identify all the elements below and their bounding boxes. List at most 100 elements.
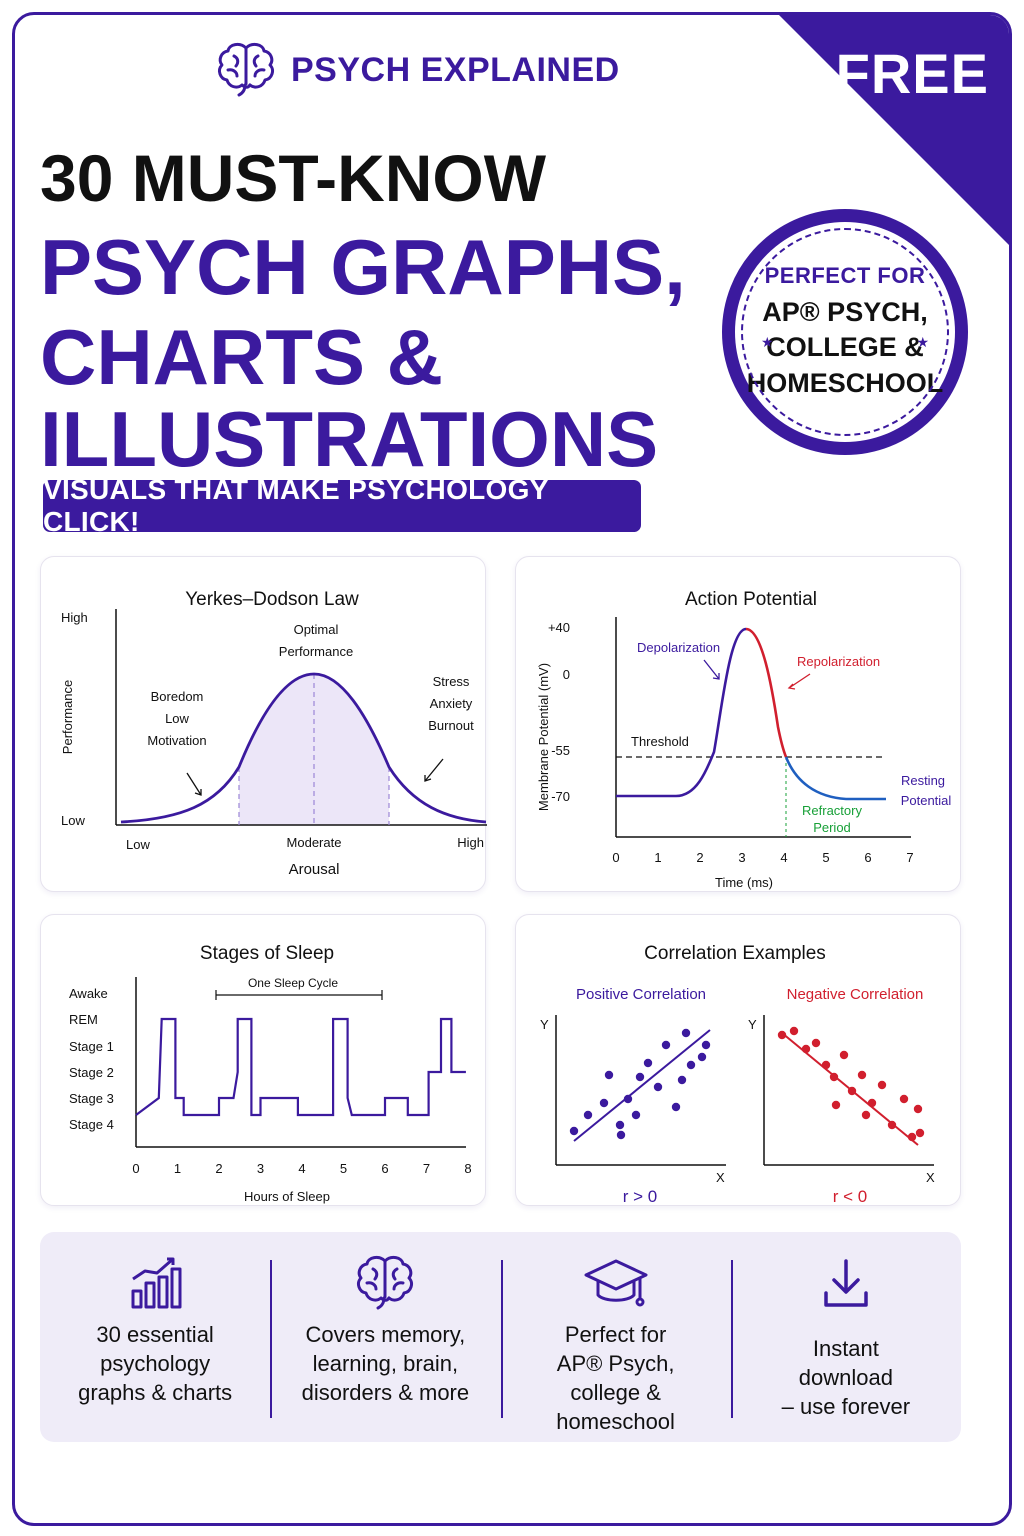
negative-point xyxy=(877,1080,887,1090)
negative-point xyxy=(861,1110,871,1120)
feature-text-line: learning, brain, xyxy=(312,1351,459,1377)
hypnogram-line xyxy=(135,1017,466,1117)
x-ticks: 0 1 2 3 4 5 6 7 xyxy=(612,850,913,865)
chart-title: Yerkes–Dodson Law xyxy=(185,589,359,610)
brain-icon xyxy=(357,1255,414,1310)
free-ribbon-label: FREE xyxy=(835,42,989,105)
positive-point xyxy=(569,1126,579,1136)
axis-y-label: Y xyxy=(748,1017,757,1032)
positive-point xyxy=(701,1040,711,1050)
x-tick: 2 xyxy=(215,1161,222,1176)
x-tick: 8 xyxy=(464,1161,471,1176)
x-tick: 2 xyxy=(696,850,703,865)
x-tick: 7 xyxy=(423,1161,430,1176)
stage-label: REM xyxy=(69,1012,98,1027)
x-axis-label: Time (ms) xyxy=(715,875,773,890)
y-high-label: High xyxy=(61,610,88,625)
x-tick: 1 xyxy=(174,1161,181,1176)
x-tick: 7 xyxy=(906,850,913,865)
right-label-3: Burnout xyxy=(428,718,474,733)
peak-label-2: Performance xyxy=(279,644,353,659)
left-label-2: Low xyxy=(165,711,189,726)
x-axis-label: Arousal xyxy=(289,861,340,878)
feature-text-line: download xyxy=(798,1365,893,1391)
negative-point xyxy=(899,1094,909,1104)
feature-text-line: 30 essential xyxy=(96,1322,214,1347)
positive-point xyxy=(604,1070,614,1080)
positive-point xyxy=(677,1075,687,1085)
x-tick: 5 xyxy=(340,1161,347,1176)
feature-text-line: – use forever xyxy=(781,1394,911,1420)
refractory-label-2: Period xyxy=(813,820,851,835)
feature-text-line: graphs & charts xyxy=(78,1380,233,1406)
left-label-3: Motivation xyxy=(147,733,206,748)
right-label-2: Anxiety xyxy=(430,696,473,711)
feature-text-line: homeschool xyxy=(556,1409,675,1435)
x-tick: 6 xyxy=(381,1161,388,1176)
cycle-bracket xyxy=(215,990,383,1000)
stage-label: Stage 1 xyxy=(69,1039,114,1054)
negative-point xyxy=(857,1070,867,1080)
title-line-3: CHARTS & xyxy=(40,313,443,401)
y-axis-label: Membrane Potential (mV) xyxy=(536,663,551,811)
title-line-4: ILLUSTRATIONS xyxy=(40,395,659,483)
feature-text-line: Covers memory, xyxy=(305,1322,466,1347)
positive-point xyxy=(653,1082,663,1092)
y-tick: -55 xyxy=(551,743,570,758)
negative-point xyxy=(777,1030,787,1040)
positive-formula: r > 0 xyxy=(623,1187,658,1206)
positive-point xyxy=(599,1098,609,1108)
negative-point xyxy=(847,1086,857,1096)
negative-point xyxy=(811,1038,821,1048)
axis-y-label: Y xyxy=(540,1017,549,1032)
stage-label: Stage 3 xyxy=(69,1091,114,1106)
x-low-label: Low xyxy=(126,837,150,852)
axis-x-label: X xyxy=(926,1170,935,1185)
positive-point xyxy=(615,1120,625,1130)
yerkes-dodson-card: Yerkes–Dodson Law High Low Performance L… xyxy=(40,556,487,892)
action-potential-card: Action Potential +40 0 -55 -70 Membrane … xyxy=(515,556,961,892)
positive-point xyxy=(661,1040,671,1050)
arrow-icon xyxy=(186,772,202,796)
perfect-for-seal: ★ ★ PERFECT FOR AP® PSYCH, COLLEGE & HOM… xyxy=(722,209,968,455)
feature-text-line: Instant xyxy=(812,1336,879,1361)
x-high-label: High xyxy=(457,835,484,850)
negative-point xyxy=(867,1098,877,1108)
resting-label-2: Potential xyxy=(901,793,952,808)
positive-point xyxy=(635,1072,645,1082)
brand-name: PSYCH EXPLAINED xyxy=(291,50,620,89)
negative-point xyxy=(801,1044,811,1054)
arrow-icon xyxy=(424,758,444,782)
negative-point xyxy=(913,1104,923,1114)
y-tick: -70 xyxy=(551,789,570,804)
depolarization-curve xyxy=(616,627,747,798)
title-line-2: PSYCH GRAPHS, xyxy=(40,223,686,311)
x-ticks: 0 1 2 3 4 5 6 7 8 xyxy=(132,1161,471,1176)
arrow-icon xyxy=(703,659,720,680)
graduation-cap-icon xyxy=(584,1259,648,1307)
feature-item: 30 essential psychology graphs & charts xyxy=(40,1232,270,1442)
positive-point xyxy=(671,1102,681,1112)
positive-label: Positive Correlation xyxy=(576,986,706,1003)
negative-point xyxy=(789,1026,799,1036)
y-tick: 0 xyxy=(563,667,570,682)
peak-label-1: Optimal xyxy=(294,622,339,637)
yerkes-dodson-chart: Yerkes–Dodson Law High Low Performance L… xyxy=(60,589,487,878)
x-axis-label: Hours of Sleep xyxy=(244,1189,330,1204)
threshold-label: Threshold xyxy=(631,734,689,749)
negative-point xyxy=(831,1100,841,1110)
arrow-icon xyxy=(787,673,811,690)
negative-label: Negative Correlation xyxy=(787,986,924,1003)
axis-x-label: X xyxy=(716,1170,725,1185)
negative-point xyxy=(839,1050,849,1060)
positive-point xyxy=(623,1094,633,1104)
x-tick: 6 xyxy=(864,850,871,865)
chart-title: Stages of Sleep xyxy=(200,943,334,964)
negative-point xyxy=(829,1072,839,1082)
stage-label: Awake xyxy=(69,986,108,1001)
sleep-stages-card: Stages of Sleep Awake REM Stage 1 Stage 2 St… xyxy=(40,914,486,1206)
y-axis-label: Performance xyxy=(60,680,75,754)
pos-trend-line xyxy=(573,1029,711,1142)
feature-text-line: college & xyxy=(570,1380,661,1406)
resting-curve xyxy=(784,756,886,801)
